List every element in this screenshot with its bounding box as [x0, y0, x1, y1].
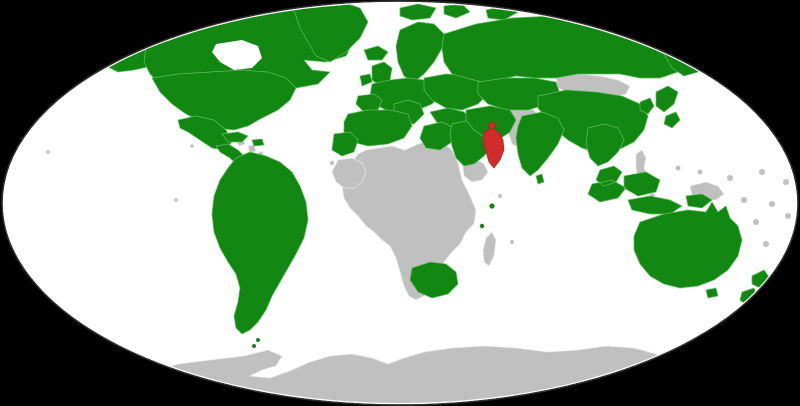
region-oman-red — [482, 127, 505, 169]
region-australia-green — [633, 201, 743, 289]
region-iceland-green — [363, 45, 389, 61]
region-india-green — [515, 111, 565, 177]
region-united-states-green — [151, 69, 297, 131]
region-oman-musandam-red — [487, 121, 497, 130]
region-tasmania-green — [705, 287, 719, 299]
region-sri-lanka-green — [535, 173, 545, 185]
region-south-america-green — [211, 151, 309, 335]
region-cuba-green — [221, 131, 265, 147]
region-egypt-green — [419, 121, 455, 151]
region-arctic-islands-green — [399, 3, 631, 33]
region-korea-japan-green — [639, 85, 681, 129]
region-south-africa-green — [409, 261, 459, 299]
highlight-oman-group — [482, 121, 505, 169]
region-indonesia-green — [587, 165, 713, 215]
small-islands-gray — [46, 144, 514, 244]
small-islands-green — [252, 203, 495, 348]
region-north-africa-green — [343, 109, 413, 147]
region-southeast-asia-green — [585, 123, 625, 167]
region-scandinavia-green — [395, 21, 445, 83]
hudson-bay — [212, 40, 262, 70]
region-madagascar-gray — [482, 231, 497, 267]
region-greenland-green — [293, 3, 369, 63]
region-mauritania-green — [331, 131, 359, 157]
region-west-africa-gray — [331, 157, 367, 189]
